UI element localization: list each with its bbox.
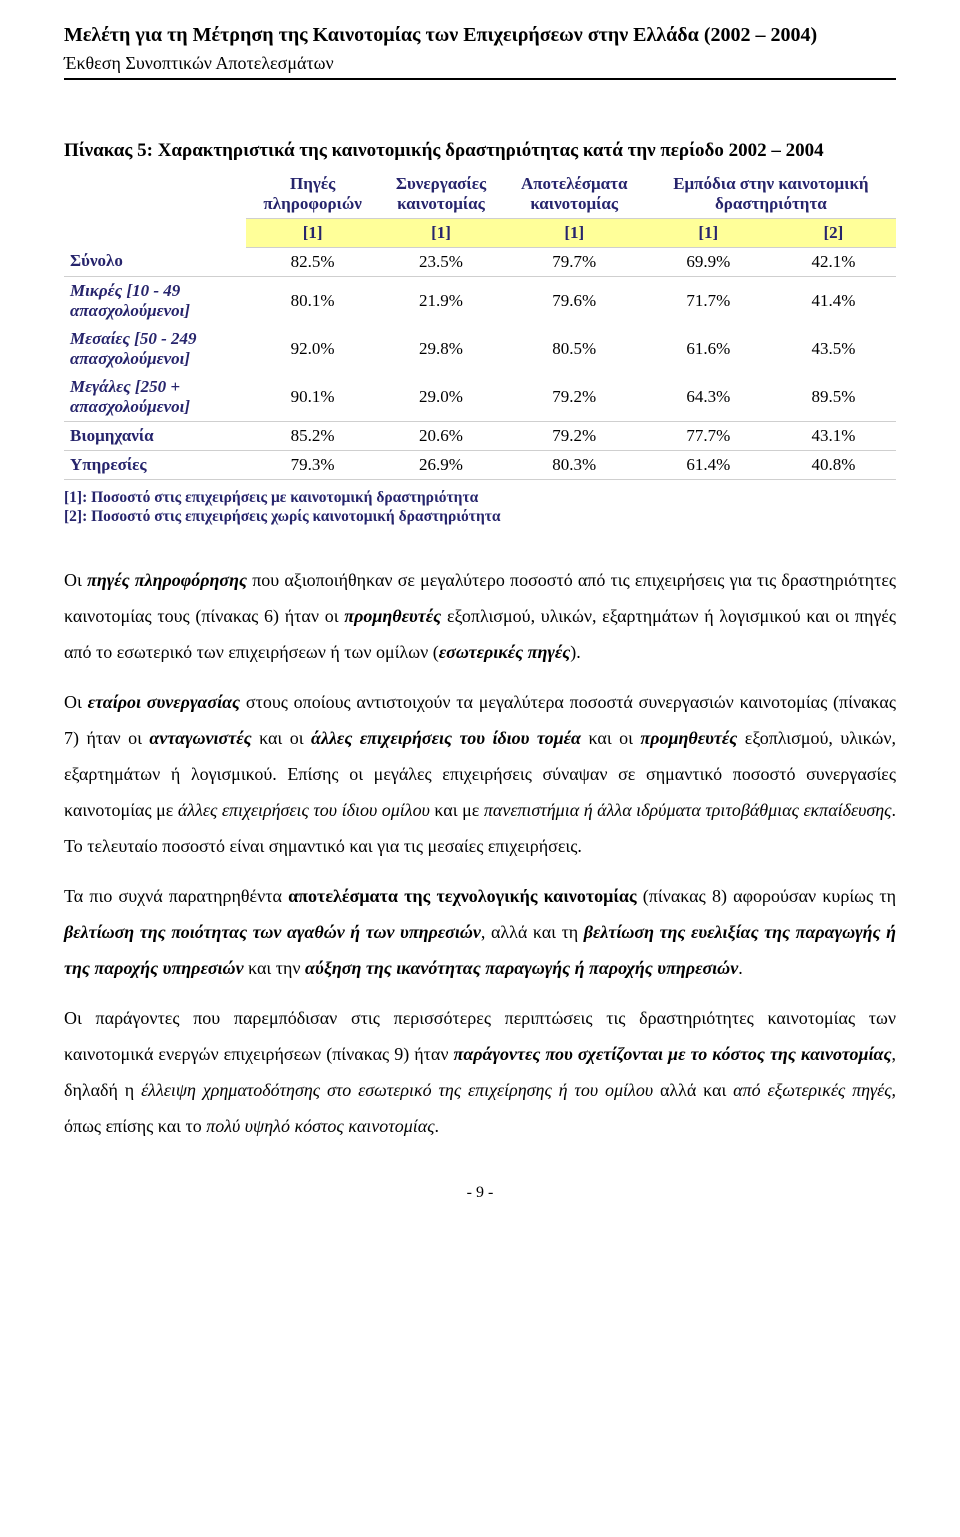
value-cell: 79.2% (503, 421, 646, 450)
table-row: Υπηρεσίες79.3%26.9%80.3%61.4%40.8% (64, 450, 896, 479)
italic: πανεπιστήμια ή άλλα ιδρύματα τριτοβάθμια… (484, 800, 892, 820)
italic: άλλες επιχειρήσεις του ίδιου ομίλου (178, 800, 430, 820)
body-text: Οι πηγές πληροφόρησης που αξιοποιήθηκαν … (64, 562, 896, 1144)
italic: από εξωτερικές πηγές (733, 1080, 891, 1100)
value-cell: 79.2% (503, 373, 646, 422)
row-label: Μεγάλες [250 +απασχολούμενοι] (64, 373, 246, 422)
doc-header-subtitle: Έκθεση Συνοπτικών Αποτελεσμάτων (64, 53, 896, 74)
value-cell: 69.9% (646, 247, 771, 276)
value-cell: 41.4% (771, 276, 896, 325)
value-cell: 61.4% (646, 450, 771, 479)
italic: έλλειψη χρηματοδότησης στο εσωτερικό της… (141, 1080, 653, 1100)
header-divider (64, 78, 896, 80)
data-table: Πηγέςπληροφοριών Συνεργασίεςκαινοτομίας … (64, 170, 896, 480)
emphasis: εταίροι συνεργασίας (88, 692, 240, 712)
col-header: Εμπόδια στην καινοτομικήδραστηριότητα (646, 170, 896, 218)
row-label: Μικρές [10 - 49απασχολούμενοι] (64, 276, 246, 325)
emphasis: προμηθευτές (640, 728, 737, 748)
value-cell: 90.1% (246, 373, 379, 422)
value-cell: 77.7% (646, 421, 771, 450)
value-cell: 80.5% (503, 325, 646, 373)
value-cell: 80.1% (246, 276, 379, 325)
emphasis: εσωτερικές πηγές (439, 642, 571, 662)
emphasis: αποτελέσματα της τεχνολογικής καινοτομία… (288, 886, 636, 906)
ref-cell: [2] (771, 218, 896, 247)
ref-cell: [1] (246, 218, 379, 247)
emphasis: αύξηση της ικανότητας παραγωγής ή παροχή… (305, 958, 738, 978)
paragraph: Τα πιο συχνά παρατηρηθέντα αποτελέσματα … (64, 878, 896, 986)
value-cell: 29.8% (379, 325, 502, 373)
row-label: Σύνολο (64, 247, 246, 276)
page-number: - 9 - (64, 1184, 896, 1202)
table-row: Βιομηχανία85.2%20.6%79.2%77.7%43.1% (64, 421, 896, 450)
row-label: Υπηρεσίες (64, 450, 246, 479)
row-label: Μεσαίες [50 - 249απασχολούμενοι] (64, 325, 246, 373)
value-cell: 79.7% (503, 247, 646, 276)
value-cell: 79.6% (503, 276, 646, 325)
footnote: [1]: Ποσοστό στις επιχειρήσεις με καινοτ… (64, 488, 896, 507)
table-ref-row: [1] [1] [1] [1] [2] (64, 218, 896, 247)
value-cell: 64.3% (646, 373, 771, 422)
value-cell: 89.5% (771, 373, 896, 422)
value-cell: 80.3% (503, 450, 646, 479)
col-header: Πηγέςπληροφοριών (246, 170, 379, 218)
paragraph: Οι παράγοντες που παρεμπόδισαν στις περι… (64, 1000, 896, 1144)
emphasis: ανταγωνιστές (149, 728, 251, 748)
value-cell: 43.1% (771, 421, 896, 450)
emphasis: άλλες επιχειρήσεις του ίδιου τομέα (311, 728, 581, 748)
ref-cell: [1] (646, 218, 771, 247)
emphasis: παράγοντες που σχετίζονται με το κόστος … (454, 1044, 892, 1064)
ref-cell: [1] (379, 218, 502, 247)
table-row: Μεγάλες [250 +απασχολούμενοι]90.1%29.0%7… (64, 373, 896, 422)
value-cell: 85.2% (246, 421, 379, 450)
value-cell: 29.0% (379, 373, 502, 422)
table-title: Πίνακας 5: Χαρακτηριστικά της καινοτομικ… (64, 140, 896, 162)
value-cell: 61.6% (646, 325, 771, 373)
table-row: Σύνολο82.5%23.5%79.7%69.9%42.1% (64, 247, 896, 276)
table-row: Μεσαίες [50 - 249απασχολούμενοι]92.0%29.… (64, 325, 896, 373)
value-cell: 40.8% (771, 450, 896, 479)
doc-header-title: Μελέτη για τη Μέτρηση της Καινοτομίας τω… (64, 24, 896, 47)
table-footnotes: [1]: Ποσοστό στις επιχειρήσεις με καινοτ… (64, 488, 896, 527)
col-header: Συνεργασίεςκαινοτομίας (379, 170, 502, 218)
document-page: Μελέτη για τη Μέτρηση της Καινοτομίας τω… (0, 0, 960, 1242)
ref-cell: [1] (503, 218, 646, 247)
value-cell: 79.3% (246, 450, 379, 479)
value-cell: 82.5% (246, 247, 379, 276)
emphasis: προμηθευτές (344, 606, 441, 626)
col-header: Αποτελέσματακαινοτομίας (503, 170, 646, 218)
row-label: Βιομηχανία (64, 421, 246, 450)
value-cell: 71.7% (646, 276, 771, 325)
italic: πολύ υψηλό κόστος καινοτομίας (206, 1116, 434, 1136)
table-header-row: Πηγέςπληροφοριών Συνεργασίεςκαινοτομίας … (64, 170, 896, 218)
emphasis: πηγές πληροφόρησης (87, 570, 247, 590)
value-cell: 21.9% (379, 276, 502, 325)
value-cell: 23.5% (379, 247, 502, 276)
footnote: [2]: Ποσοστό στις επιχειρήσεις χωρίς και… (64, 507, 896, 526)
value-cell: 92.0% (246, 325, 379, 373)
paragraph: Οι πηγές πληροφόρησης που αξιοποιήθηκαν … (64, 562, 896, 670)
value-cell: 20.6% (379, 421, 502, 450)
emphasis: βελτίωση της ποιότητας των αγαθών ή των … (64, 922, 481, 942)
value-cell: 42.1% (771, 247, 896, 276)
paragraph: Οι εταίροι συνεργασίας στους οποίους αντ… (64, 684, 896, 864)
value-cell: 26.9% (379, 450, 502, 479)
table-row: Μικρές [10 - 49απασχολούμενοι]80.1%21.9%… (64, 276, 896, 325)
value-cell: 43.5% (771, 325, 896, 373)
